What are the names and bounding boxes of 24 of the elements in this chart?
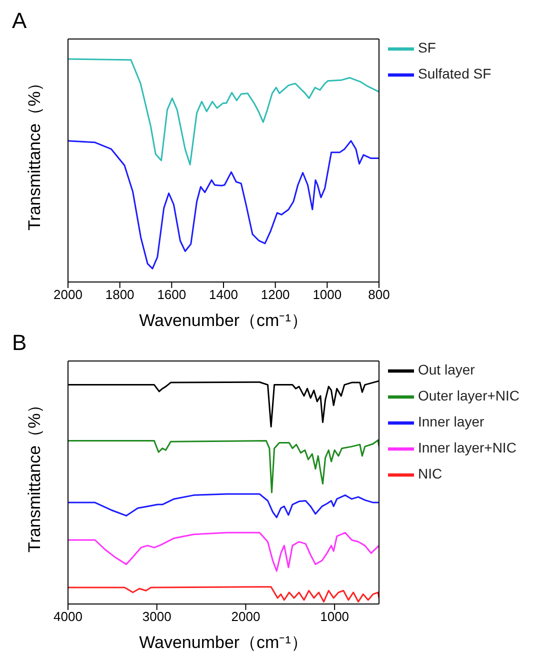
x-tick-label: 3000 (142, 609, 172, 624)
x-tick-label: 1000 (312, 287, 342, 302)
legend-label: Outer layer+NIC (418, 388, 520, 404)
x-tick-label: 1400 (209, 287, 238, 302)
y-axis-title: Transmittance（%） (25, 74, 44, 230)
legend-label: Out layer (418, 362, 475, 378)
x-tick-label: 2000 (231, 609, 260, 624)
legend-label: Inner layer (418, 414, 484, 430)
x-tick-label: 800 (368, 287, 390, 302)
chart-title: B (12, 330, 27, 356)
x-axis-title: Wavenumber（cm⁻¹） (139, 633, 308, 652)
legend-label: Inner layer+NIC (418, 440, 516, 456)
x-tick-label: 2000 (54, 287, 82, 302)
y-axis-title: Transmittance（%） (25, 396, 44, 552)
legend-label: Sulfated SF (418, 66, 492, 82)
x-axis-title: Wavenumber（cm⁻¹） (139, 311, 308, 330)
legend-label: SF (418, 40, 436, 56)
x-tick-label: 1600 (157, 287, 186, 302)
legend-label: NIC (418, 466, 442, 482)
chart-title: A (12, 8, 27, 34)
x-tick-label: 1200 (260, 287, 290, 302)
x-tick-label: 1800 (105, 287, 134, 302)
x-tick-label: 1000 (320, 609, 350, 624)
x-tick-label: 4000 (54, 609, 82, 624)
